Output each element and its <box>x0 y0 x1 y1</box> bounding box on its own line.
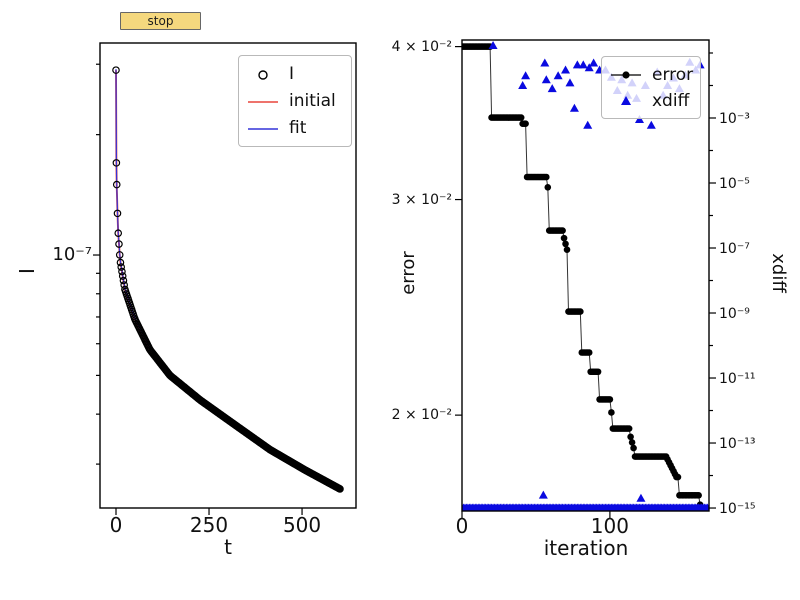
red-line-icon <box>248 100 278 103</box>
right-plot <box>455 39 716 518</box>
blue-line-icon <box>248 127 278 130</box>
legend-row: I <box>246 61 342 88</box>
legend-label: fit <box>289 118 307 138</box>
legend-row: error <box>609 62 694 88</box>
legend-label: error <box>652 64 694 85</box>
stop-button[interactable]: stop <box>120 12 201 30</box>
triangle-marker-icon <box>621 96 631 105</box>
left-plot-legend: I initial fit <box>238 55 352 147</box>
circle-marker-icon <box>258 69 268 80</box>
right-plot-legend: error xdiff <box>601 56 701 119</box>
legend-label: initial <box>289 91 336 111</box>
legend-row: xdiff <box>609 88 691 114</box>
dot-line-marker-icon <box>611 71 641 79</box>
legend-label: xdiff <box>652 90 690 111</box>
legend-label: I <box>289 64 295 84</box>
legend-row: initial <box>246 88 342 115</box>
left-plot <box>93 42 357 515</box>
legend-row: fit <box>246 115 342 142</box>
